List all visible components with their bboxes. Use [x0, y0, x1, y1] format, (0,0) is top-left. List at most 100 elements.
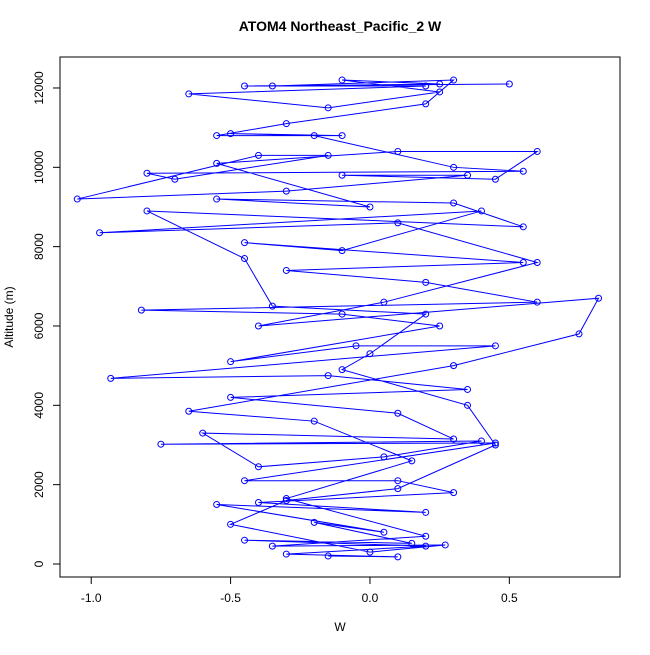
data-point: [575, 330, 583, 338]
data-point: [282, 266, 290, 274]
x-tick-label: 0.0: [362, 591, 379, 605]
data-point: [213, 195, 221, 203]
data-point: [107, 374, 115, 382]
data-point: [143, 207, 151, 215]
data-point: [394, 477, 402, 485]
data-point: [464, 401, 472, 409]
data-point: [450, 199, 458, 207]
data-point: [227, 520, 235, 528]
data-point: [268, 542, 276, 550]
data-point: [422, 508, 430, 516]
data-point: [533, 259, 541, 267]
data-point: [157, 440, 165, 448]
data-point: [477, 207, 485, 215]
data-point: [324, 552, 332, 560]
data-point: [338, 247, 346, 255]
data-point: [185, 90, 193, 98]
data-point: [282, 550, 290, 558]
data-point: [491, 175, 499, 183]
data-point: [380, 453, 388, 461]
data-point: [394, 409, 402, 417]
data-point: [338, 366, 346, 374]
data-point: [450, 163, 458, 171]
data-point: [171, 175, 179, 183]
data-point: [491, 342, 499, 350]
data-point: [394, 219, 402, 227]
data-point: [241, 82, 249, 90]
y-tick-label: 4000: [32, 392, 46, 419]
data-point: [227, 358, 235, 366]
data-point: [422, 310, 430, 318]
data-point: [241, 239, 249, 247]
data-point: [436, 88, 444, 96]
data-point: [96, 229, 104, 237]
data-point: [519, 223, 527, 231]
data-point: [338, 132, 346, 140]
data-point: [213, 500, 221, 508]
data-point: [366, 203, 374, 211]
data-point: [533, 298, 541, 306]
data-point: [380, 528, 388, 536]
y-tick-label: 2000: [32, 471, 46, 498]
data-point: [310, 518, 318, 526]
data-point: [464, 171, 472, 179]
data-point: [505, 80, 513, 88]
data-point: [450, 435, 458, 443]
data-point: [422, 82, 430, 90]
data-point: [254, 151, 262, 159]
y-axis-label: Altitude (m): [2, 286, 16, 347]
data-point: [422, 100, 430, 108]
data-point: [227, 393, 235, 401]
data-point: [422, 278, 430, 286]
data-point: [227, 130, 235, 138]
data-point: [519, 259, 527, 267]
data-point: [422, 532, 430, 540]
data-point: [352, 342, 360, 350]
data-point: [519, 167, 527, 175]
data-point: [464, 385, 472, 393]
x-tick-label: 0.5: [501, 591, 518, 605]
data-point: [436, 322, 444, 330]
data-point: [324, 151, 332, 159]
data-point: [408, 457, 416, 465]
data-point: [491, 441, 499, 449]
data-point: [73, 195, 81, 203]
data-point: [394, 553, 402, 561]
data-point: [450, 362, 458, 370]
data-point: [477, 437, 485, 445]
data-point: [185, 407, 193, 415]
data-point: [268, 302, 276, 310]
data-point: [450, 489, 458, 497]
data-point: [408, 539, 416, 547]
data-point: [324, 104, 332, 112]
data-point: [213, 159, 221, 167]
data-point: [338, 310, 346, 318]
data-point: [282, 120, 290, 128]
data-point: [491, 439, 499, 447]
data-point: [366, 548, 374, 556]
data-point: [450, 76, 458, 84]
data-point: [324, 372, 332, 380]
data-point: [268, 82, 276, 90]
data-point: [533, 147, 541, 155]
data-point: [213, 132, 221, 140]
data-line: [77, 79, 600, 558]
y-tick-label: 10000: [32, 150, 46, 184]
x-tick-label: -1.0: [81, 591, 102, 605]
data-point: [310, 132, 318, 140]
data-point: [595, 294, 603, 302]
data-point: [394, 485, 402, 493]
plot-frame: [59, 56, 621, 578]
data-point: [441, 541, 449, 549]
data-point: [310, 417, 318, 425]
y-tick-label: 0: [32, 560, 46, 567]
data-point: [241, 255, 249, 263]
data-point: [380, 298, 388, 306]
data-point: [282, 495, 290, 503]
data-point: [338, 171, 346, 179]
y-tick-label: 8000: [32, 233, 46, 260]
data-point: [241, 536, 249, 544]
data-point: [254, 322, 262, 330]
data-point: [199, 429, 207, 437]
